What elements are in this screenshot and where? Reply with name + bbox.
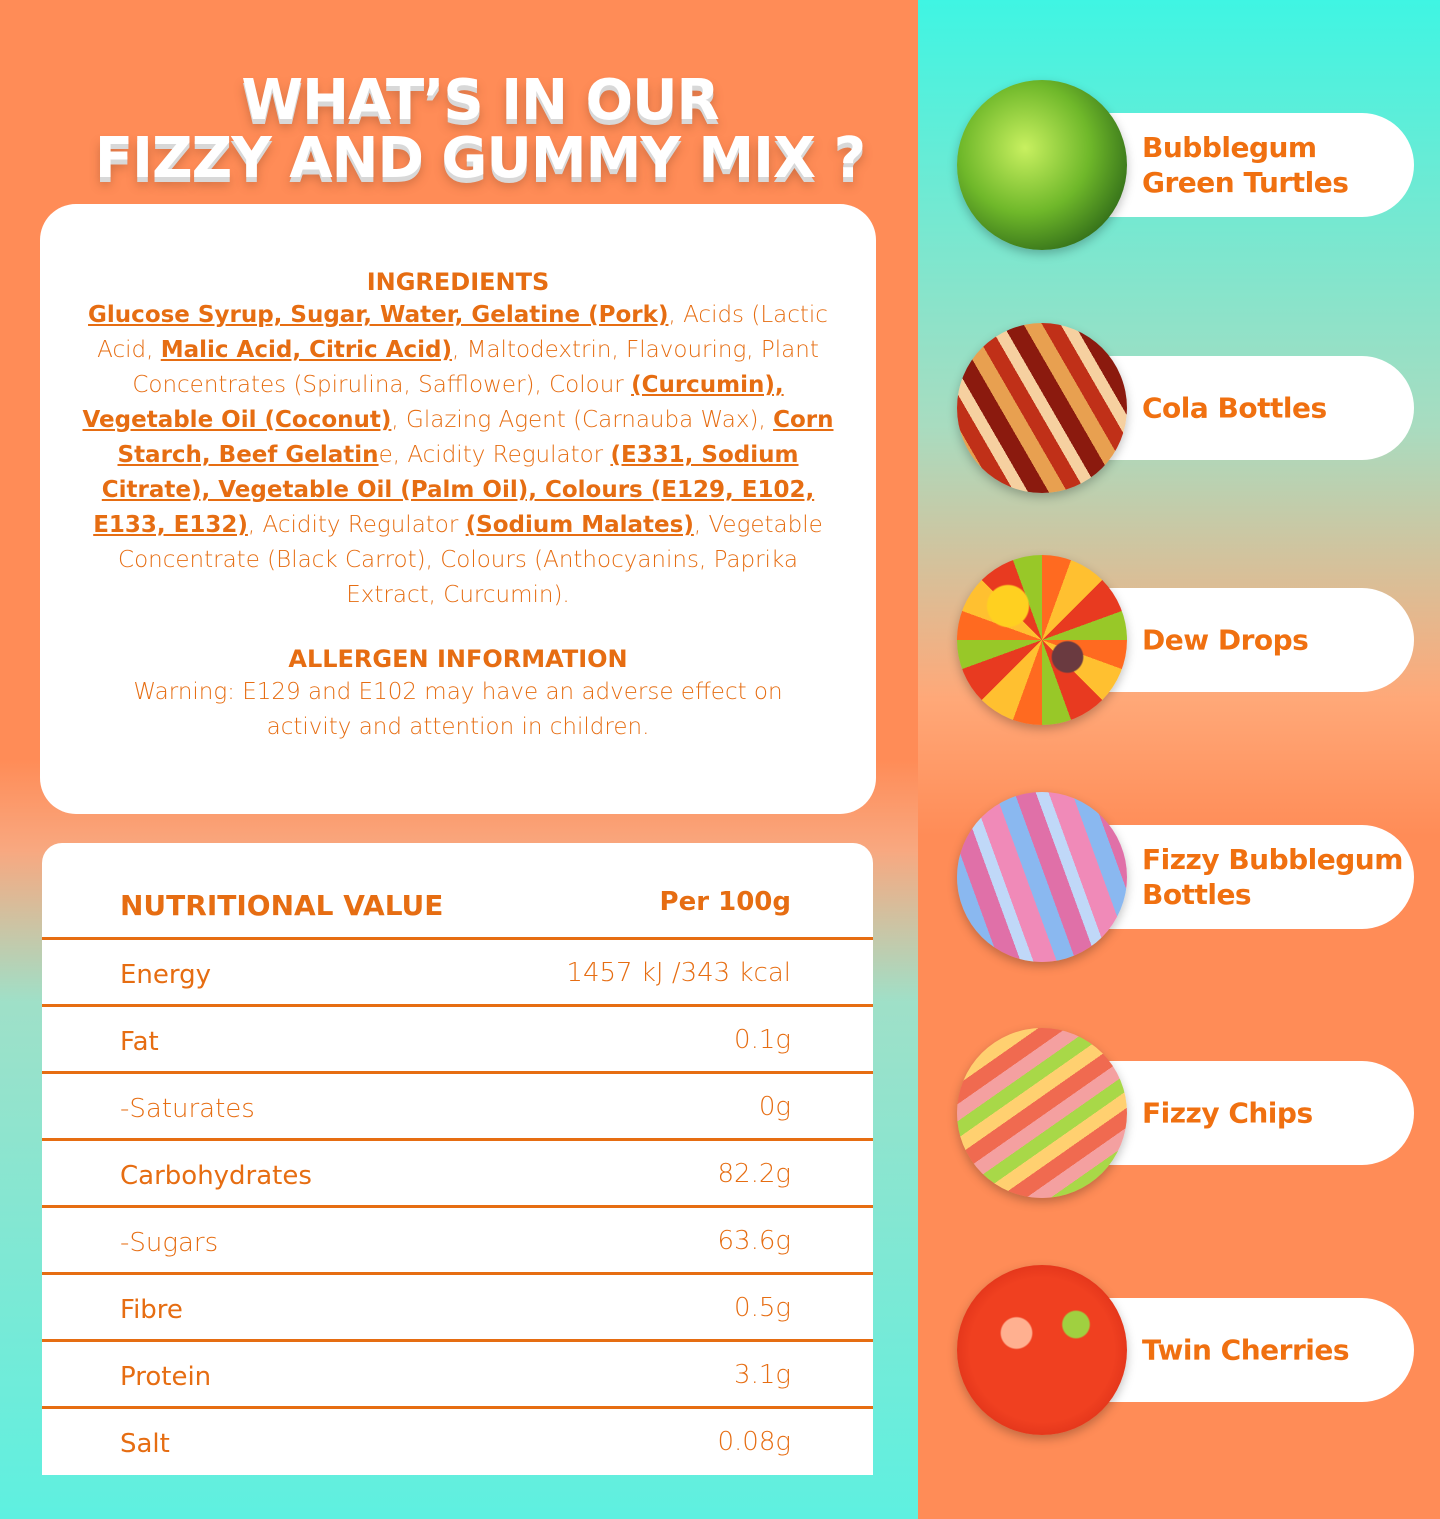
title-line: WHAT’S IN OUR <box>241 68 719 133</box>
product-name: Fizzy Chips <box>1142 1096 1313 1130</box>
nutrient-value: 0.1g <box>734 1025 791 1055</box>
table-row: -Saturates 0g <box>42 1074 873 1141</box>
ingredient-segment: Glucose Syrup, Sugar, Water, Gelatine (P… <box>88 302 669 328</box>
nutrient-value: 63.6g <box>717 1226 792 1256</box>
nutrient-name: Salt <box>120 1429 170 1459</box>
nutrition-table: NUTRITIONAL VALUE Per 100g Energy 1457 kJ /… <box>42 843 873 1475</box>
table-row: Carbohydrates 82.2g <box>42 1141 873 1208</box>
nutrient-name: -Sugars <box>120 1228 219 1258</box>
allergen-heading: ALLERGEN INFORMATION <box>288 645 628 673</box>
nutrient-value: 3.1g <box>734 1360 791 1390</box>
ingredients-text: Glucose Syrup, Sugar, Water, Gelatine (P… <box>78 298 838 613</box>
product-image <box>957 1028 1127 1198</box>
nutrient-value: 1457 kJ /343 kcal <box>566 958 791 988</box>
nutrient-name: Energy <box>120 960 212 990</box>
right-panel <box>918 0 1440 1519</box>
nutrient-value: 0g <box>758 1092 791 1122</box>
ingredient-segment: , Acids (Lactic Acid, <box>97 302 828 363</box>
product-name: Twin Cherries <box>1142 1333 1350 1367</box>
nutrient-value: 82.2g <box>717 1159 792 1189</box>
ingredient-segment: (Sodium Malates) <box>465 512 694 538</box>
table-row: -Sugars 63.6g <box>42 1208 873 1275</box>
table-row: Fat 0.1g <box>42 1007 873 1074</box>
table-row: Energy 1457 kJ /343 kcal <box>42 940 873 1007</box>
ingredient-segment: e, Acidity Regulator <box>378 442 611 468</box>
ingredient-segment: , Glazing Agent (Carnauba Wax), <box>391 407 774 433</box>
header-value: Per 100g <box>659 887 791 917</box>
table-row: Protein 3.1g <box>42 1342 873 1409</box>
ingredient-segment: , Acidity Regulator <box>247 512 466 538</box>
nutrient-value: 0.5g <box>734 1293 791 1323</box>
nutrient-name: Fibre <box>120 1295 183 1325</box>
header-label: NUTRITIONAL VALUE <box>120 889 444 922</box>
product-image <box>957 792 1127 962</box>
ingredient-segment: , Maltodextrin, Flavouring, Plant Concen… <box>132 337 819 398</box>
product-name: Cola Bottles <box>1142 391 1327 425</box>
ingredient-segment: (Curcumin), Vegetable Oil (Coconut) <box>82 372 784 433</box>
ingredients-heading: INGREDIENTS <box>366 268 550 296</box>
ingredient-segment: , Vegetable Concentrate (Black Carrot), … <box>118 512 823 608</box>
product-image <box>957 555 1127 725</box>
ingredient-segment: (E331, Sodium Citrate), Vegetable Oil (P… <box>93 442 815 538</box>
nutrient-name: -Saturates <box>120 1094 255 1124</box>
product-name: Dew Drops <box>1142 623 1309 657</box>
product-name: Bubblegum Green Turtles <box>1142 131 1349 199</box>
product-name: Fizzy Bubblegum Bottles <box>1142 843 1403 911</box>
table-header: NUTRITIONAL VALUE Per 100g <box>42 873 873 940</box>
nutrient-value: 0.08g <box>717 1427 792 1457</box>
product-image <box>957 80 1127 250</box>
ingredient-segment: Corn Starch, Beef Gelatin <box>117 407 834 468</box>
product-image <box>957 1265 1127 1435</box>
table-row: Salt 0.08g <box>42 1409 873 1473</box>
ingredients-card: INGREDIENTS Glucose Syrup, Sugar, Water,… <box>40 204 876 814</box>
nutrient-name: Protein <box>120 1362 212 1392</box>
product-image <box>957 323 1127 493</box>
table-row: Fibre 0.5g <box>42 1275 873 1342</box>
ingredient-segment: Malic Acid, Citric Acid) <box>160 337 452 363</box>
nutrient-name: Carbohydrates <box>120 1161 312 1191</box>
nutrient-name: Fat <box>120 1027 159 1057</box>
allergen-text: Warning: E129 and E102 may have an adver… <box>133 679 783 740</box>
title-line: FIZZY AND GUMMY MIX ? <box>94 126 866 191</box>
